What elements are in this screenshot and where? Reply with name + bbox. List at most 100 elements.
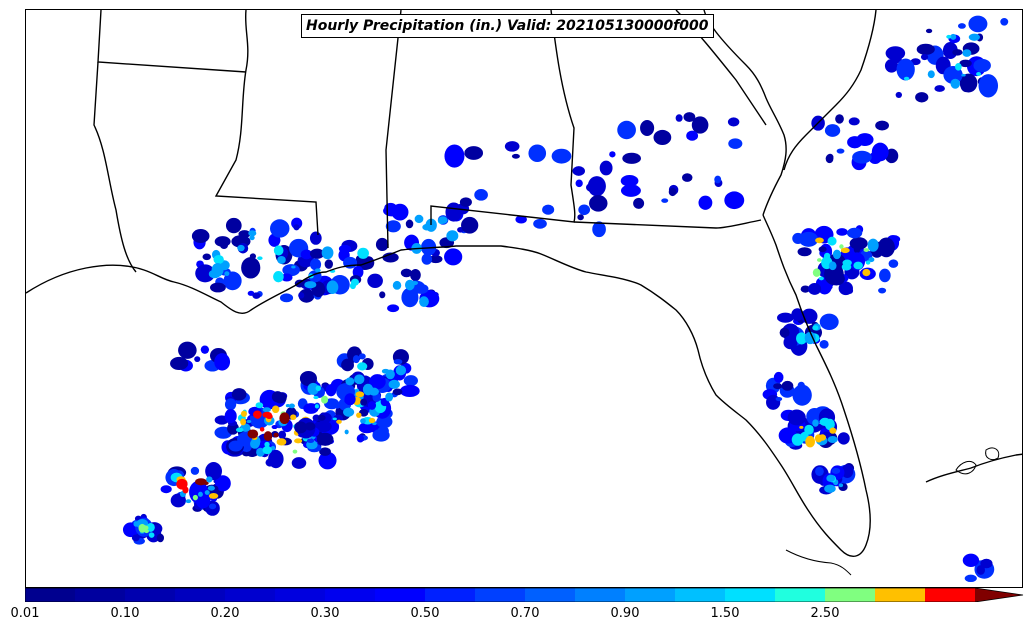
precip-cell (257, 256, 263, 260)
precip-cell (360, 398, 368, 406)
precip-cell (240, 410, 247, 417)
precip-cell (379, 291, 386, 299)
precip-cell (957, 23, 966, 29)
state-line-la-ms-river (214, 10, 319, 236)
precip-cell (393, 359, 403, 365)
precip-cell (437, 216, 448, 224)
precip-cell (832, 249, 842, 260)
precip-cell (290, 414, 297, 421)
precip-cell (341, 358, 354, 372)
precip-cell (783, 335, 798, 350)
state-line-ar-la (93, 61, 137, 273)
precip-cell (307, 382, 319, 395)
precip-cell (950, 33, 957, 40)
precip-cell (336, 419, 342, 424)
precip-cell (314, 404, 319, 409)
precip-cell (422, 223, 432, 231)
precip-cell (714, 175, 722, 184)
precip-cell (195, 264, 216, 283)
precip-cell (274, 392, 287, 404)
precip-cell (798, 231, 819, 247)
precip-cell (800, 285, 811, 293)
precip-cell (818, 276, 824, 281)
coastline-atlantic (703, 10, 787, 216)
precip-cell (865, 260, 871, 265)
precip-cell (609, 151, 616, 158)
precip-cell (367, 273, 383, 288)
colorbar-segment (825, 588, 876, 602)
precip-cell (528, 144, 547, 162)
precip-cell (879, 268, 891, 283)
precip-cell (355, 391, 365, 398)
state-line-ga-fl (573, 219, 762, 229)
colorbar-tick-label: 0.90 (610, 606, 640, 621)
precip-cell (324, 259, 333, 269)
precip-cell (291, 457, 307, 469)
precip-cell (946, 34, 952, 39)
precip-cell (877, 237, 895, 258)
precip-cell (298, 292, 305, 299)
colorbar-segment (775, 588, 826, 602)
coastline-bahamas (955, 460, 977, 475)
precip-cell (204, 490, 210, 495)
precip-cell (343, 407, 355, 417)
precip-cell (683, 112, 696, 122)
precip-cell (805, 435, 816, 448)
colorbar-segment (175, 588, 226, 602)
precip-cell (925, 28, 933, 34)
precip-cell (156, 533, 165, 543)
precip-cell (315, 385, 321, 392)
precip-cell (867, 238, 879, 252)
precip-cell (263, 431, 273, 442)
precip-cell (241, 257, 261, 279)
precip-cell (812, 268, 821, 277)
precip-cell (819, 340, 829, 349)
coastline-cuba (925, 453, 1022, 483)
precip-cell (829, 427, 837, 434)
precip-cell (178, 341, 197, 359)
precip-cell (358, 422, 376, 434)
precip-cell (840, 247, 850, 254)
precip-cell (952, 49, 963, 56)
precip-cell (853, 261, 863, 270)
precip-cell (640, 119, 655, 136)
precip-cell (976, 72, 982, 76)
precip-cell (414, 214, 424, 224)
precip-cell (293, 224, 300, 231)
precip-cell (224, 271, 230, 277)
precip-cell (294, 421, 308, 434)
precip-cell (247, 429, 259, 439)
precip-cell (927, 70, 935, 79)
precip-cell (885, 46, 906, 61)
precip-cell (691, 116, 709, 134)
precip-cell (824, 484, 836, 493)
precip-cell (358, 353, 366, 360)
precip-cell (246, 419, 252, 424)
precip-cell (357, 362, 368, 371)
precip-cell (190, 466, 200, 475)
precip-cell (294, 438, 303, 444)
precip-cell (309, 231, 322, 245)
colorbar-segment (675, 588, 726, 602)
precip-cell (249, 235, 255, 241)
colorbar-segment (925, 588, 976, 602)
precip-cell (961, 73, 966, 77)
precip-cell (980, 558, 993, 569)
precip-cell (303, 403, 319, 414)
colorbar-tick-label: 0.20 (210, 606, 240, 621)
precip-cell (620, 175, 639, 187)
precip-cell (203, 481, 209, 486)
precip-cell (288, 403, 295, 409)
precip-cell (278, 430, 287, 440)
precip-cell (533, 218, 547, 229)
coastline-carolina (783, 10, 877, 171)
precip-cell (279, 293, 294, 303)
precip-cell (787, 409, 806, 426)
precip-cell (253, 410, 262, 419)
precip-cell (461, 216, 479, 234)
precip-cell (262, 446, 273, 455)
precip-cell (804, 424, 814, 435)
precip-cell (863, 248, 870, 252)
precip-cell (170, 356, 189, 371)
precip-cell (444, 248, 463, 266)
